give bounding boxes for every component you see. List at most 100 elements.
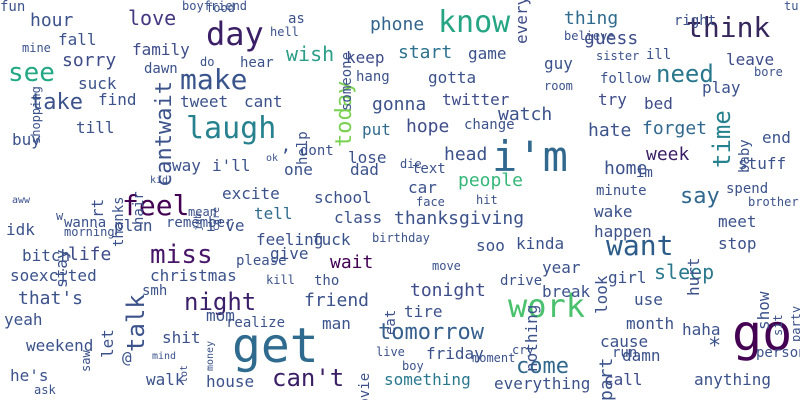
- word-face: face: [416, 195, 445, 209]
- word-game: game: [468, 44, 507, 63]
- word-believe: believe: [564, 29, 615, 43]
- word-drive: drive: [500, 273, 543, 289]
- word-food: food: [206, 1, 235, 15]
- word-go: go: [732, 304, 793, 362]
- word-care: care: [211, 206, 222, 231]
- word-cause: cause: [600, 332, 649, 351]
- word-know: know: [438, 5, 511, 40]
- word-ill: ill: [646, 47, 672, 63]
- word-movie: movie: [357, 372, 373, 400]
- word-please: please: [236, 253, 287, 269]
- word-tho: tho: [314, 273, 340, 289]
- word-sister: sister: [596, 49, 640, 63]
- word-text: text: [412, 161, 446, 177]
- word-mean: mean: [188, 205, 217, 219]
- word-baby: baby: [737, 139, 753, 173]
- word-mind: mind: [152, 351, 177, 362]
- word-one: one: [284, 160, 313, 179]
- word-fuck: fuck: [312, 230, 351, 249]
- word-till: till: [76, 118, 115, 137]
- word-show: show: [754, 291, 773, 330]
- word-let: let: [98, 329, 117, 358]
- word-forget: forget: [642, 118, 708, 139]
- word-realize: realize: [226, 315, 286, 331]
- word-want: want: [606, 229, 674, 262]
- word-do: do: [200, 55, 215, 69]
- word-hope: hope: [406, 116, 450, 137]
- word-home: home: [604, 158, 648, 179]
- word-soo: soo: [476, 236, 505, 255]
- word-fun: fun: [0, 0, 26, 15]
- word-money: money: [205, 340, 216, 371]
- word-phone: phone: [370, 14, 425, 35]
- word-hear: hear: [240, 55, 274, 71]
- word-miss: miss: [150, 240, 213, 270]
- word-room: room: [544, 79, 573, 93]
- word-weekend: weekend: [26, 336, 94, 355]
- word-christmas: christmas: [150, 266, 237, 285]
- word-birthday: birthday: [372, 231, 430, 245]
- word-symbol: ’: [280, 146, 291, 167]
- word-people: people: [458, 170, 524, 191]
- word-ok: ok: [266, 153, 279, 164]
- word-something: something: [384, 370, 471, 389]
- word-put: put: [362, 120, 391, 139]
- word-tonight: tonight: [410, 280, 486, 301]
- word-moment: moment: [472, 351, 516, 365]
- word-hell: hell: [270, 25, 299, 39]
- word-try: try: [598, 90, 627, 109]
- word-stuff: stuff: [738, 154, 787, 173]
- word-girl: girl: [608, 268, 647, 287]
- word-mom: mom: [206, 306, 235, 325]
- word-run: run: [612, 345, 638, 361]
- word-smh: smh: [142, 283, 168, 299]
- word-minute: minute: [596, 183, 647, 199]
- word-boyfriend: boyfriend: [182, 0, 248, 13]
- word-hour: hour: [30, 10, 74, 31]
- word-buy: buy: [12, 130, 41, 149]
- word-that-s: that's: [18, 288, 84, 309]
- word-job: job: [193, 212, 204, 231]
- word-start: start: [398, 42, 453, 63]
- word-friday: friday: [426, 344, 484, 363]
- word-shit: shit: [162, 328, 201, 347]
- word-man: man: [322, 314, 351, 333]
- word-thanksgiving: thanksgiving: [394, 208, 525, 229]
- word-take: take: [30, 90, 83, 115]
- word-happen: happen: [594, 222, 652, 241]
- word-say: say: [680, 184, 720, 209]
- word-i-ve: i've: [206, 216, 245, 235]
- word-remember: remember: [166, 215, 234, 231]
- word-guy: guy: [544, 54, 573, 73]
- word-wait: wait: [330, 252, 374, 273]
- word-dawn: dawn: [144, 61, 178, 77]
- word-wanna: wanna: [64, 215, 107, 231]
- word-bed: bed: [644, 94, 673, 113]
- word-gonna: gonna: [372, 94, 427, 115]
- word-aww: aww: [12, 195, 31, 206]
- word-laugh: laugh: [186, 111, 277, 146]
- word-break: break: [542, 282, 591, 301]
- word-person: person: [756, 345, 800, 361]
- word-he-s: he's: [10, 366, 49, 385]
- word-night: night: [184, 288, 257, 316]
- word-eat: eat: [383, 309, 399, 335]
- word-call: call: [604, 370, 643, 389]
- word-meet: meet: [718, 212, 757, 231]
- word-look: look: [592, 275, 611, 314]
- word-tomorrow: tomorrow: [378, 320, 484, 345]
- word-lose: lose: [348, 148, 387, 167]
- word-dont: dont: [300, 143, 334, 159]
- word-bitch: bitch: [22, 246, 71, 265]
- word-tweet: tweet: [180, 92, 229, 111]
- word-sleep: sleep: [654, 260, 715, 284]
- word-plan: plan: [114, 216, 153, 235]
- word-life: life: [68, 244, 112, 265]
- word-tire: tire: [404, 302, 443, 321]
- word-head: head: [444, 144, 488, 165]
- word-hate: hate: [588, 120, 632, 141]
- word-think: think: [686, 11, 771, 44]
- word-car: car: [408, 178, 437, 197]
- word-wish: wish: [286, 42, 335, 66]
